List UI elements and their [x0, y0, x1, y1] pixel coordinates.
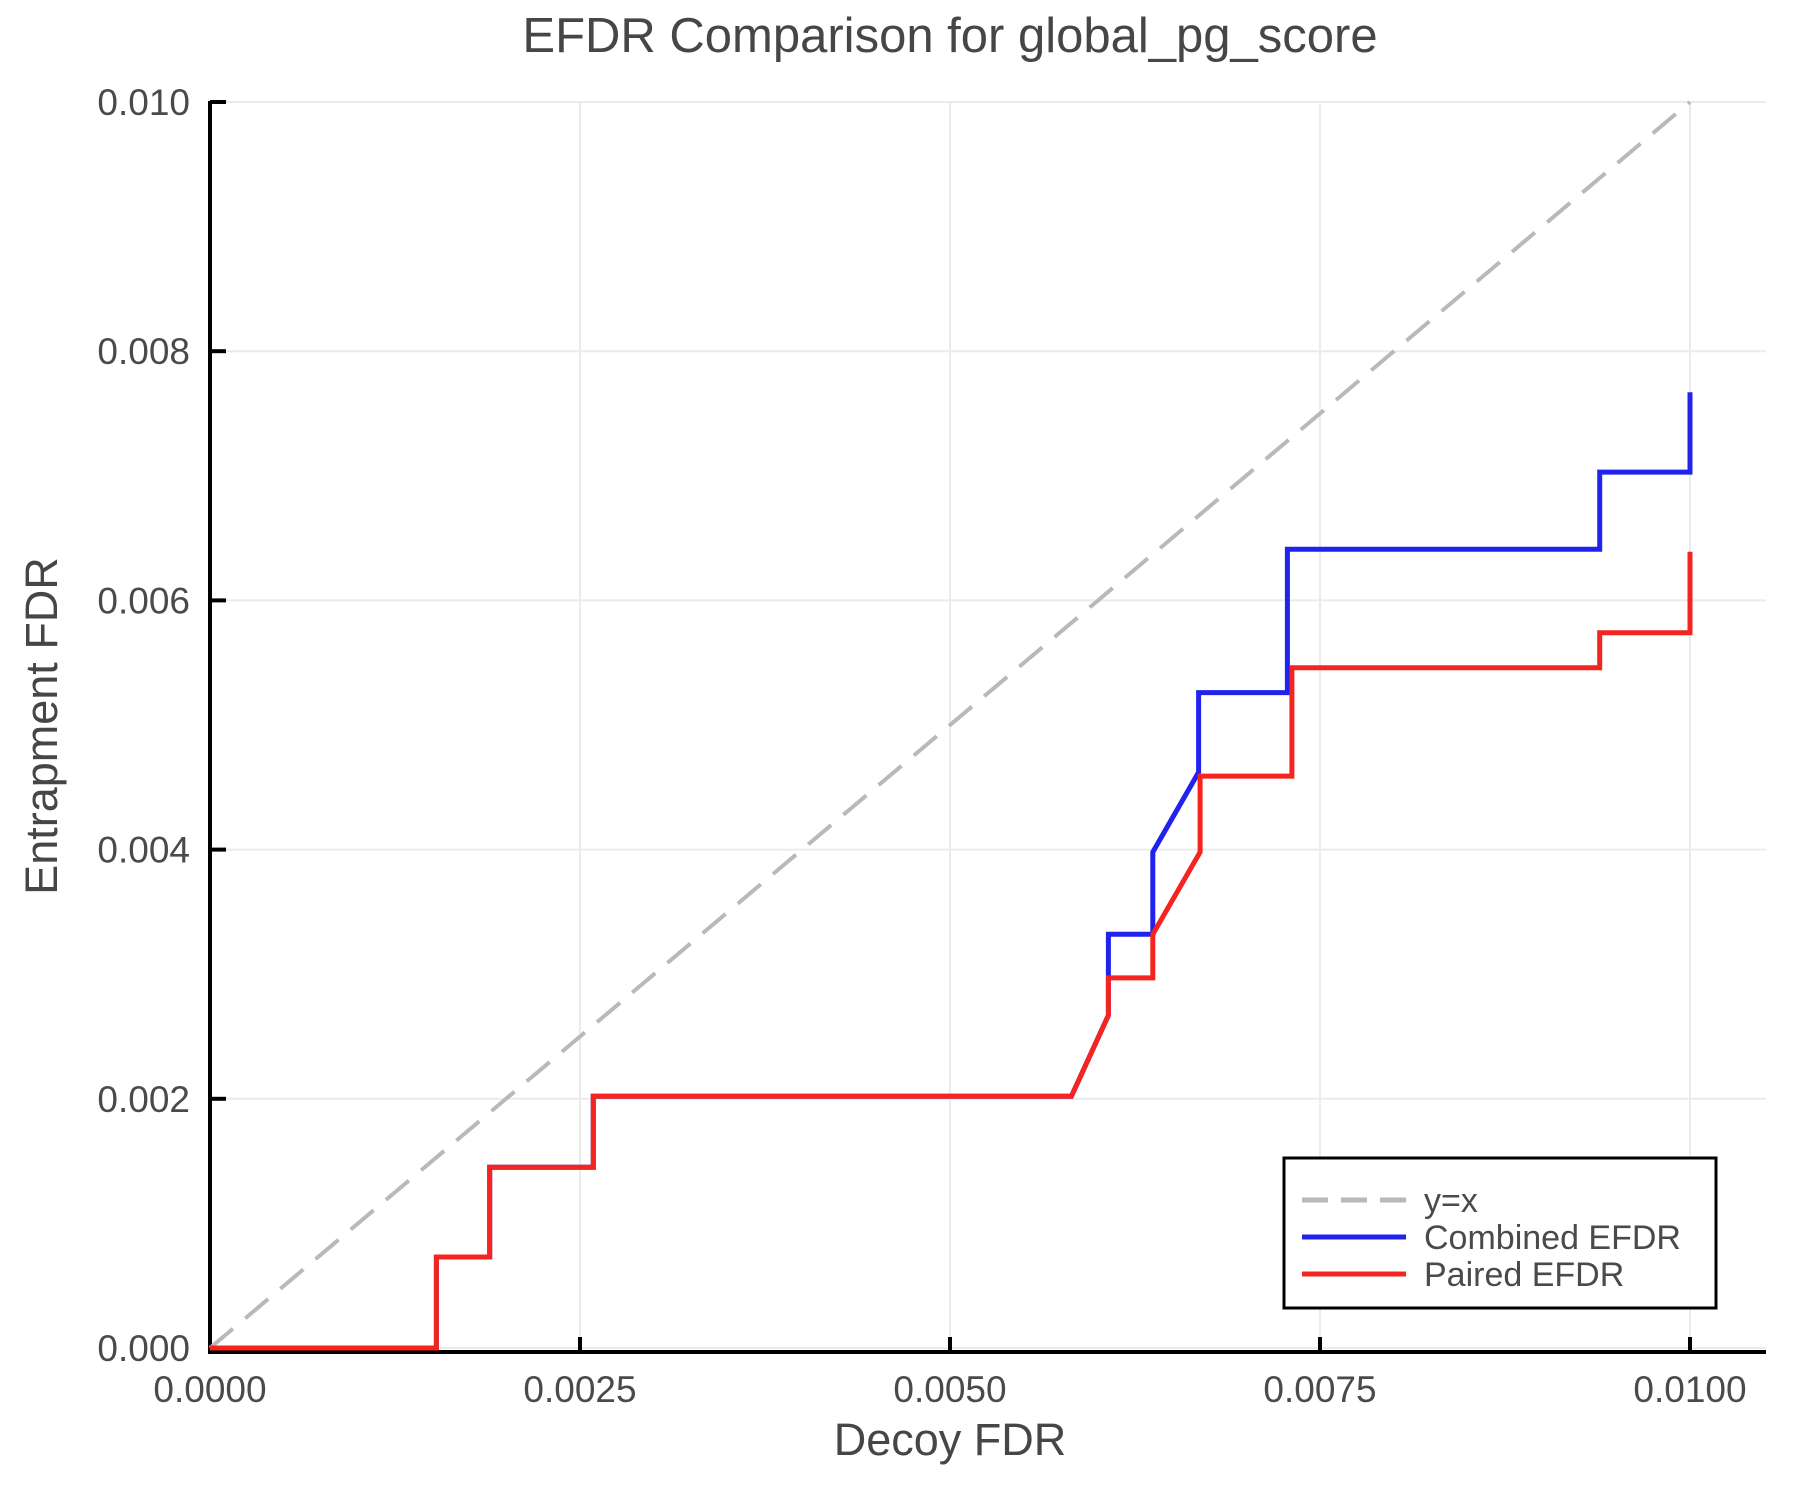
legend-label-paired-efdr: Paired EFDR [1424, 1256, 1624, 1294]
y-tick-label: 0.000 [97, 1328, 190, 1369]
y-tick-label: 0.004 [97, 830, 190, 871]
x-axis-label: Decoy FDR [833, 1414, 1067, 1465]
tick-labels: 0.0000 0.0025 0.0050 0.0075 0.0100 0.000 0.002… [97, 82, 1746, 1410]
legend-box [1282, 1156, 1718, 1310]
y-tick-label: 0.010 [97, 82, 190, 123]
y-tick-label: 0.002 [97, 1079, 190, 1120]
y-axis-label: Entrapment FDR [16, 557, 67, 895]
y-tick-label: 0.008 [97, 331, 190, 372]
y-tick-label: 0.006 [97, 580, 190, 621]
x-tick-label: 0.0050 [893, 1369, 1006, 1410]
x-tick-label: 0.0100 [1633, 1369, 1746, 1410]
legend-label-y-x: y=x [1424, 1182, 1478, 1220]
x-tick-label: 0.0025 [523, 1369, 636, 1410]
legend-label-combined-efdr: Combined EFDR [1424, 1219, 1681, 1257]
x-tick-label: 0.0000 [153, 1369, 266, 1410]
series-line-y-x [208, 100, 1692, 1350]
series-line-paired-efdr [210, 551, 1693, 1351]
x-tick-label: 0.0075 [1263, 1369, 1376, 1410]
chart-title: EFDR Comparison for global_pg_score [522, 9, 1378, 63]
